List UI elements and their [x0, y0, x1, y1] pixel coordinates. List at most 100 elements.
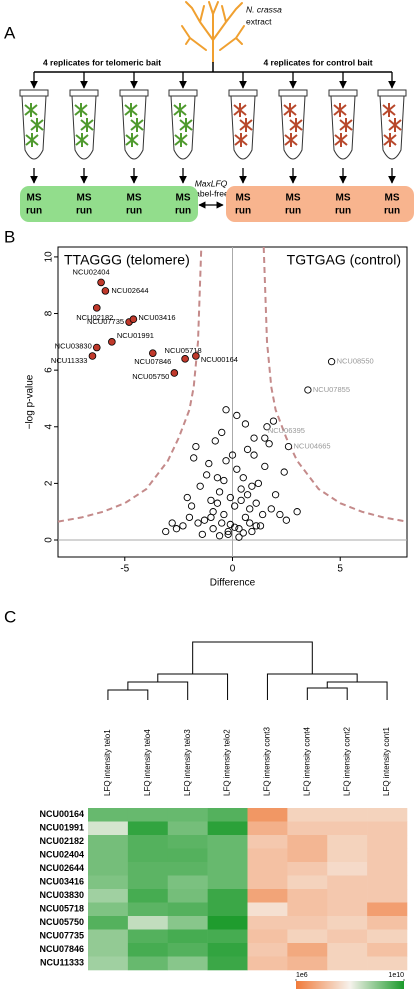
heatmap-cell	[247, 848, 288, 863]
heatmap-cell	[327, 902, 368, 917]
run-label: MS	[286, 193, 301, 204]
bait-mark	[234, 133, 248, 147]
bait-mark	[284, 133, 298, 147]
point-label: NCU02182	[76, 313, 113, 322]
heatmap-cell	[287, 943, 328, 957]
point-label: NCU00164	[201, 355, 238, 364]
point	[263, 423, 271, 431]
bait-mark	[174, 133, 188, 147]
run-label: run	[126, 206, 142, 217]
heatmap-cell	[88, 875, 129, 890]
point	[200, 516, 209, 524]
heatmap-cell	[88, 862, 129, 876]
run-label: MS	[236, 193, 251, 204]
colorbar-label: 1e6	[296, 972, 308, 979]
run-label: MS	[385, 193, 400, 204]
point	[250, 451, 258, 459]
bait-mark	[173, 103, 187, 117]
method-label: MaxLFQ	[195, 178, 228, 188]
y-tick-label: 2	[44, 480, 55, 486]
column-label: LFQ intensity telo4	[143, 729, 152, 796]
point	[215, 488, 224, 496]
heatmap-cell	[247, 875, 288, 890]
point	[243, 445, 252, 454]
y-axis-label: −log p-value	[25, 374, 36, 429]
heatmap-cell	[127, 889, 169, 903]
point	[218, 428, 226, 437]
tube-cap	[69, 89, 99, 97]
point	[185, 513, 194, 522]
run-label: MS	[127, 193, 142, 204]
highlighted-point	[108, 338, 116, 346]
row-label: NCU02182	[39, 836, 84, 846]
heatmap-cell	[207, 821, 248, 836]
heatmap-cell	[287, 835, 328, 849]
heatmap-cell	[207, 848, 248, 863]
point	[280, 468, 288, 476]
heatmap-cell	[367, 902, 408, 917]
bait-mark	[24, 103, 38, 117]
run-label: MS	[176, 193, 191, 204]
heatmap-cell	[367, 889, 408, 903]
heatmap-cell	[327, 929, 368, 944]
tube-cap	[328, 89, 358, 97]
row-label: NCU05750	[39, 917, 84, 927]
heatmap-cell	[127, 943, 169, 957]
method-label: label-free	[193, 188, 229, 198]
heatmap-cell	[367, 862, 408, 876]
highlighted-point	[148, 349, 157, 357]
colorbar-label: 1e10	[388, 972, 404, 979]
point-label: NCU08550	[337, 357, 374, 366]
heatmap-cell	[127, 916, 169, 930]
highlighted-point	[101, 287, 110, 295]
point	[235, 525, 243, 533]
row-label: NCU11333	[40, 958, 84, 968]
heatmap-cell	[287, 862, 328, 876]
annotated-point	[327, 358, 336, 366]
point	[246, 505, 254, 513]
heatmap-cell	[127, 929, 169, 944]
heatmap-cell	[327, 875, 368, 890]
column-label: LFQ intensity telo3	[183, 729, 192, 796]
point	[198, 530, 206, 539]
heatmap-cell	[88, 808, 129, 822]
point	[243, 491, 252, 499]
heatmap-cell	[367, 821, 408, 836]
y-tick-label: 8	[44, 310, 55, 316]
tube-cap	[278, 89, 308, 97]
heatmap-cell	[287, 875, 328, 890]
heatmap-cell	[207, 808, 248, 822]
row-label: NCU02644	[39, 863, 84, 873]
bait-mark	[383, 133, 397, 147]
point	[269, 417, 278, 425]
point	[237, 485, 245, 493]
run-label: run	[285, 206, 301, 217]
heatmap-cell	[88, 943, 129, 957]
bait-mark	[75, 133, 89, 147]
point-label: NCU11333	[51, 356, 88, 365]
point	[190, 454, 198, 462]
heatmap-cell	[167, 902, 208, 917]
point	[226, 493, 234, 502]
panel-title: TTAGGG (telomere)	[64, 252, 190, 268]
run-box	[20, 186, 198, 222]
point	[250, 434, 258, 442]
heatmap-cell	[127, 808, 169, 822]
heatmap-cell	[88, 848, 129, 863]
point-label: NCU07735	[87, 317, 124, 326]
highlighted-point	[97, 278, 105, 287]
heatmap-cell	[287, 889, 328, 903]
heatmap-cell	[167, 889, 208, 903]
heatmap-cell	[287, 956, 328, 971]
point	[209, 525, 217, 533]
point	[162, 527, 170, 536]
heatmap-cell	[207, 929, 248, 944]
point	[252, 499, 260, 507]
point	[256, 522, 265, 530]
highlighted-point	[192, 352, 200, 360]
point	[172, 525, 181, 533]
point	[233, 411, 241, 420]
heatmap-cell	[327, 956, 368, 971]
heatmap-cell	[88, 956, 129, 971]
heatmap-cell	[167, 943, 208, 957]
